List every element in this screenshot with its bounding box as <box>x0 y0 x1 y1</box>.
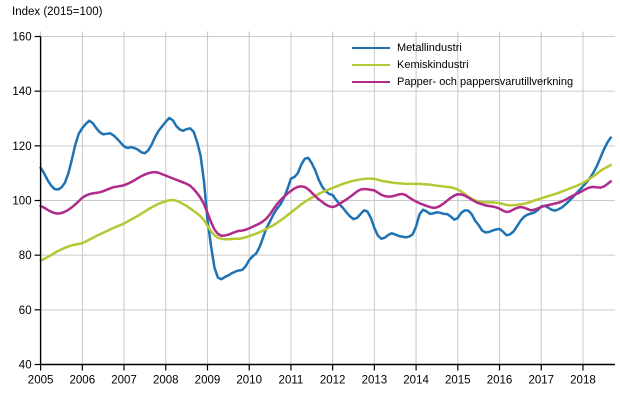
x-tick-label: 2006 <box>70 375 96 387</box>
x-tick-label: 2013 <box>362 375 388 387</box>
x-tick-label: 2017 <box>528 375 554 387</box>
legend-line-swatch-icon <box>352 46 390 49</box>
y-tick-label: 120 <box>12 141 31 153</box>
x-tick-label: 2005 <box>28 375 54 387</box>
series-line-papper-och-pappersvarutillverkning <box>39 170 613 238</box>
legend-item-papper: Papper- och pappersvarutillverkning <box>352 73 573 90</box>
x-tick-label: 2014 <box>403 375 429 387</box>
y-tick-label: 160 <box>12 32 31 44</box>
legend-line-swatch-icon <box>352 63 390 66</box>
y-tick-label: 60 <box>19 305 32 317</box>
legend: Metallindustri Kemiskindustri Papper- oc… <box>352 39 573 90</box>
y-tick-label: 100 <box>12 196 31 208</box>
y-tick-label: 140 <box>12 86 31 98</box>
x-tick-label: 2012 <box>320 375 346 387</box>
y-tick-label: 80 <box>19 250 32 262</box>
legend-label: Metallindustri <box>397 41 462 54</box>
x-tick-label: 2018 <box>570 375 596 387</box>
y-axis-unit-label: Index (2015=100) <box>12 6 103 18</box>
x-tick-label: 2007 <box>111 375 137 387</box>
legend-item-kemiskindustri: Kemiskindustri <box>352 56 573 73</box>
x-tick-label: 2010 <box>236 375 262 387</box>
legend-line-swatch-icon <box>352 80 390 83</box>
x-tick-label: 2009 <box>195 375 221 387</box>
legend-item-metallindustri: Metallindustri <box>352 39 573 56</box>
y-tick-label: 40 <box>19 360 32 372</box>
legend-label: Kemiskindustri <box>397 58 469 71</box>
x-tick-label: 2015 <box>445 375 471 387</box>
x-tick-label: 2008 <box>153 375 179 387</box>
legend-label: Papper- och pappersvarutillverkning <box>397 75 574 88</box>
x-tick-label: 2016 <box>487 375 513 387</box>
x-tick-label: 2011 <box>279 375 304 387</box>
series-line-kemiskindustri <box>39 163 613 262</box>
